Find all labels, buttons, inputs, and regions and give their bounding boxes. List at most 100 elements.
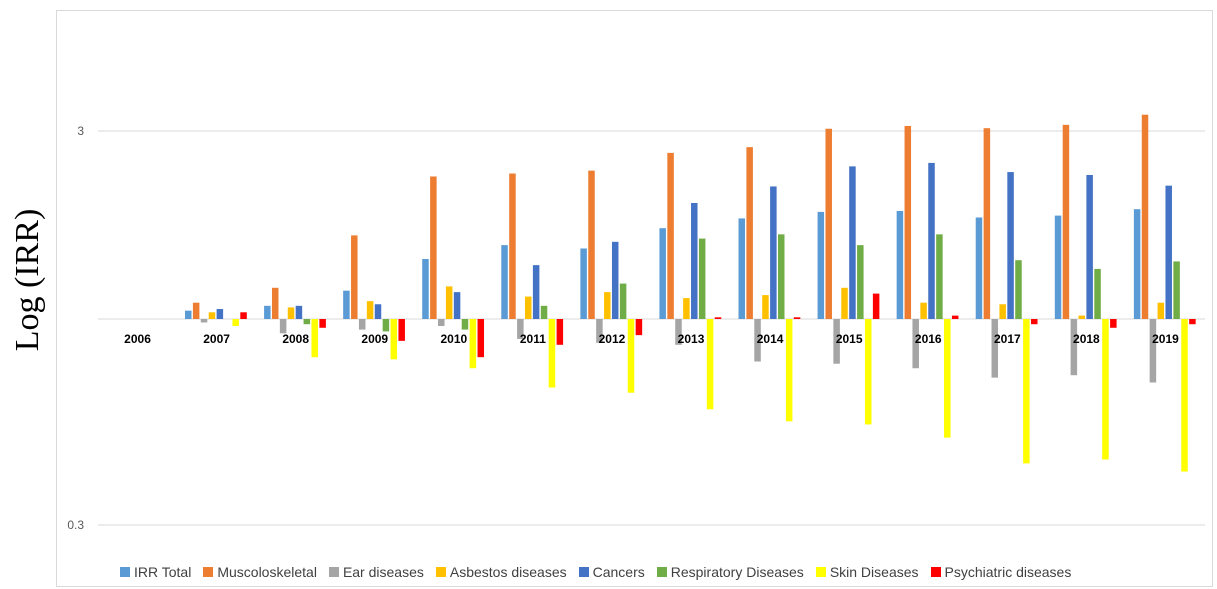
legend-label: Skin Diseases (829, 564, 919, 580)
bar (374, 304, 382, 319)
bar (319, 319, 326, 328)
bar (1015, 260, 1022, 319)
legend-swatch (203, 567, 214, 577)
bar (635, 319, 643, 336)
bar (675, 319, 682, 345)
bar (683, 298, 690, 319)
bar (382, 319, 390, 332)
legend-swatch (328, 567, 339, 577)
bar (287, 307, 295, 319)
bar (975, 217, 983, 319)
bar (896, 210, 904, 319)
bar (1078, 315, 1085, 319)
bar (240, 312, 247, 319)
category-label: 2018 (1073, 332, 1100, 346)
bar (311, 319, 318, 358)
category-label: 2010 (440, 332, 467, 346)
bar (746, 147, 753, 319)
bar (604, 292, 611, 319)
bar (1133, 209, 1141, 319)
bar (912, 319, 919, 369)
bar (517, 319, 524, 339)
bar (1110, 319, 1117, 328)
bar (185, 310, 192, 319)
bar (841, 287, 848, 319)
legend-item: Muscoloskeletal (203, 564, 317, 580)
bar (944, 319, 951, 438)
category-label: 2015 (836, 332, 863, 346)
bar (271, 287, 279, 319)
legend-item: Cancers (578, 564, 645, 580)
category-label: 2017 (994, 332, 1021, 346)
legend-swatch (656, 567, 667, 577)
bar (1094, 268, 1101, 319)
bar (778, 234, 785, 319)
category-label: 2011 (520, 332, 546, 346)
bar (928, 162, 935, 319)
bar (1173, 261, 1180, 319)
bar (477, 319, 485, 358)
bar (509, 173, 516, 319)
bar (1141, 114, 1149, 319)
bar (588, 170, 595, 319)
legend-swatch (120, 567, 130, 577)
y-tick-label: 3 (77, 124, 84, 138)
bar (1023, 319, 1030, 464)
bar (611, 241, 619, 319)
bar (295, 305, 303, 319)
legend: IRR Total Muscoloskeletal Ear diseases Asbe… (120, 563, 1071, 581)
bar (208, 312, 216, 319)
bar (351, 235, 358, 319)
bar (501, 245, 508, 319)
bar (659, 228, 666, 319)
y-tick-labels: 30.3 (67, 124, 84, 532)
bar (920, 302, 927, 319)
bar (793, 317, 801, 319)
bar (904, 125, 912, 319)
category-label: 2016 (915, 332, 942, 346)
bar-chart: 30.3 2006 2007 2008 2009 2010 2011 2012 2013 201… (67, 114, 1205, 532)
bar (596, 319, 603, 343)
bar (1007, 172, 1014, 319)
bar (548, 319, 556, 388)
legend-item: Respiratory Diseases (656, 564, 804, 580)
legend-label: Asbestos diseases (449, 564, 567, 580)
bar (279, 319, 287, 334)
bar (691, 202, 698, 319)
bar (1031, 319, 1038, 325)
bar (1157, 302, 1165, 319)
bar (366, 301, 374, 319)
category-label: 2012 (599, 332, 626, 346)
category-label: 2009 (361, 332, 388, 346)
bar (232, 319, 239, 326)
category-label: 2014 (757, 332, 784, 346)
bar (303, 319, 311, 325)
bar (698, 238, 706, 319)
legend-label: IRR Total (134, 564, 192, 580)
bar (453, 292, 461, 319)
legend-item: Skin Diseases (815, 564, 919, 580)
bar (398, 319, 405, 341)
category-label: 2008 (282, 332, 309, 346)
legend-swatch (578, 567, 589, 577)
bar (983, 128, 991, 319)
legend-label: Respiratory Diseases (670, 564, 804, 580)
legend-label: Muscoloskeletal (217, 564, 317, 580)
chart-frame (56, 10, 1213, 587)
bar (872, 293, 880, 319)
bar (1070, 319, 1078, 376)
legend-item: Ear diseases (328, 564, 424, 580)
bar (833, 319, 840, 364)
bar (825, 128, 832, 319)
bar (951, 315, 959, 319)
legend-item: Asbestos diseases (435, 564, 567, 580)
bar (524, 296, 532, 319)
bar (192, 302, 200, 319)
bar (785, 319, 793, 422)
bar (619, 283, 627, 319)
gridlines (98, 130, 1205, 526)
bar (461, 319, 469, 330)
legend-label: Ear diseases (342, 564, 424, 580)
category-label: 2013 (678, 332, 705, 346)
bar (770, 186, 777, 319)
